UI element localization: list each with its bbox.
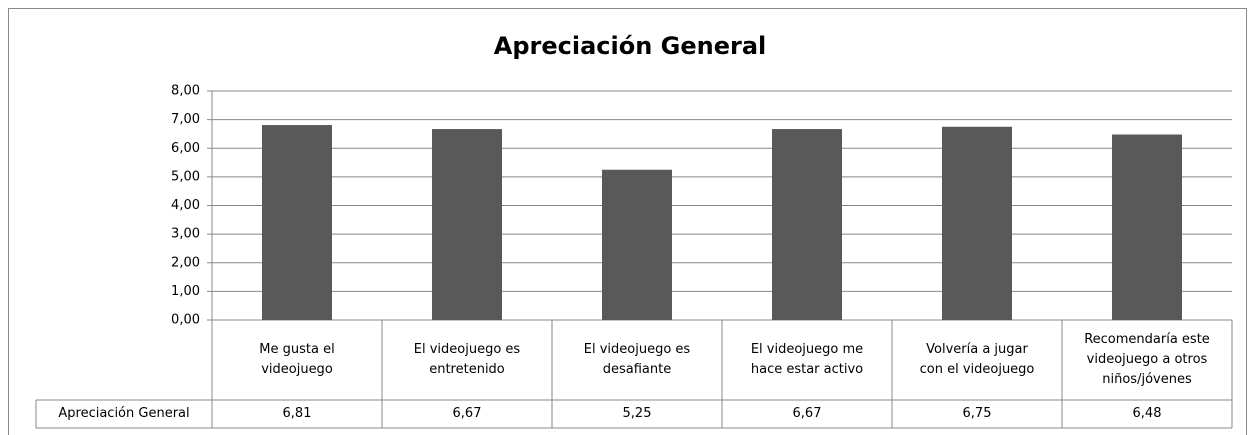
data-label: 6,48 — [1132, 406, 1162, 421]
x-tick-label: El videojuego es entretenido — [413, 342, 521, 377]
bar — [432, 129, 502, 320]
y-tick-label: 3,00 — [171, 227, 200, 242]
data-label: 6,75 — [962, 406, 992, 421]
bar — [1112, 134, 1182, 320]
y-tick-label: 6,00 — [171, 141, 200, 156]
chart-title: Apreciación General — [494, 32, 767, 60]
y-tick-label: 2,00 — [171, 255, 200, 270]
data-label: 6,81 — [282, 406, 312, 421]
data-label: 6,67 — [792, 406, 822, 421]
y-tick-label: 1,00 — [171, 284, 200, 299]
bar — [942, 126, 1012, 320]
x-tick-label: El videojuego me hace estar activo — [750, 342, 864, 377]
bar — [772, 129, 842, 320]
y-tick-label: 8,00 — [171, 84, 200, 99]
y-tick-label: 7,00 — [171, 112, 200, 127]
bar — [262, 125, 332, 320]
data-label: 5,25 — [622, 406, 652, 421]
y-tick-label: 0,00 — [171, 313, 200, 328]
x-tick-label: Recomendaría este videojuego a otros niñ… — [1084, 332, 1210, 387]
x-tick-label: Volvería a jugar con el videojuego — [919, 342, 1035, 377]
y-tick-label: 5,00 — [171, 169, 200, 184]
bar — [602, 169, 672, 320]
data-label: 6,67 — [452, 406, 482, 421]
legend-entry: Apreciación General — [58, 406, 190, 421]
x-tick-label: El videojuego es desafiante — [583, 342, 691, 377]
x-tick-label: Me gusta el videojuego — [259, 342, 335, 377]
y-tick-label: 4,00 — [171, 198, 200, 213]
